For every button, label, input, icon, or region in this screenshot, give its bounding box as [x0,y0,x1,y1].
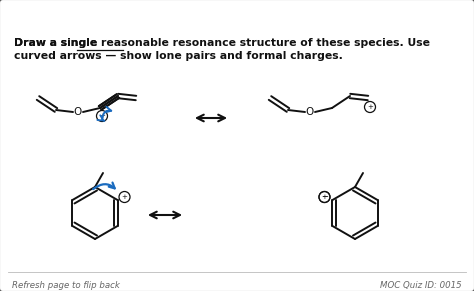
Text: O: O [306,107,314,117]
Text: Draw a single: Draw a single [14,38,101,48]
Text: O: O [74,107,82,117]
Text: +: + [99,113,105,119]
Text: +: + [367,104,373,110]
Text: −: − [321,193,328,201]
Text: curved arrows — show lone pairs and formal charges.: curved arrows — show lone pairs and form… [14,51,343,61]
Text: +: + [321,194,328,200]
Text: Draw a single reasonable resonance structure of these species. Use: Draw a single reasonable resonance struc… [14,38,430,48]
Text: MOC Quiz ID: 0015: MOC Quiz ID: 0015 [380,281,462,290]
Text: Refresh page to flip back: Refresh page to flip back [12,281,120,290]
Text: +: + [121,194,128,200]
